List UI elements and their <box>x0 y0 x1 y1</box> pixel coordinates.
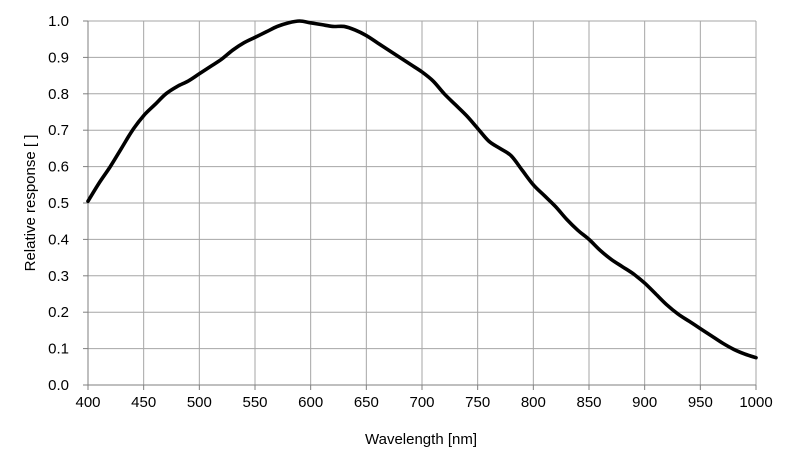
axes <box>83 20 757 390</box>
x-tick-label: 700 <box>409 394 434 411</box>
x-tick-label: 450 <box>131 394 156 411</box>
x-tick-label: 900 <box>632 394 657 411</box>
y-tick-label: 0.5 <box>48 195 69 212</box>
x-tick-label: 550 <box>242 394 267 411</box>
y-tick-labels: 0.0 0.1 0.2 0.3 0.4 0.5 0.6 0.7 0.8 0.9 1.0 <box>48 13 69 394</box>
x-tick-label: 800 <box>521 394 546 411</box>
x-tick-label: 850 <box>576 394 601 411</box>
x-tick-label: 500 <box>187 394 212 411</box>
series-group <box>86 19 758 360</box>
x-tick-label: 950 <box>688 394 713 411</box>
x-tick-label: 600 <box>298 394 323 411</box>
y-tick-label: 0.0 <box>48 377 69 394</box>
x-tick-label: 1000 <box>739 394 772 411</box>
x-axis-label: Wavelength [nm] <box>365 431 477 448</box>
y-tick-label: 0.7 <box>48 122 69 139</box>
x-tick-label: 400 <box>75 394 100 411</box>
x-tick-label: 750 <box>465 394 490 411</box>
x-tick-label: 650 <box>354 394 379 411</box>
y-tick-label: 0.2 <box>48 304 69 321</box>
y-tick-label: 0.4 <box>48 231 69 248</box>
y-tick-label: 0.3 <box>48 268 69 285</box>
y-tick-label: 0.8 <box>48 86 69 103</box>
y-axis-label: Relative response [ ] <box>22 135 39 272</box>
y-tick-label: 1.0 <box>48 13 69 30</box>
series-line <box>86 19 758 360</box>
x-tick-labels: 400 450 500 550 600 650 700 750 800 850 900 950 1000 <box>75 394 772 411</box>
y-tick-label: 0.6 <box>48 159 69 176</box>
y-tick-label: 0.9 <box>48 49 69 66</box>
y-tick-label: 0.1 <box>48 341 69 358</box>
